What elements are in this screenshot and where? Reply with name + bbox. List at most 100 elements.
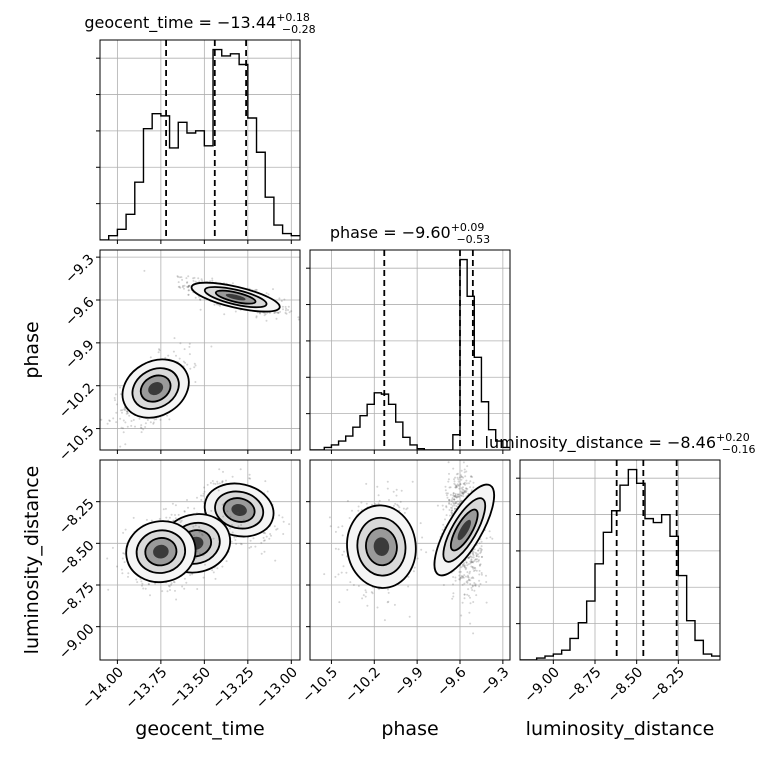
scatter-point: [158, 517, 161, 520]
scatter-point: [480, 540, 483, 543]
tick-label-x-phase: −9.9: [391, 664, 426, 699]
scatter-point: [463, 565, 466, 568]
scatter-point: [189, 530, 192, 533]
scatter-point: [447, 478, 450, 481]
scatter-point: [237, 511, 239, 514]
tick-label-y-luminosity_distance: −8.50: [56, 538, 98, 580]
scatter-point: [202, 492, 205, 495]
tick-label-y-luminosity_distance: −8.25: [56, 496, 98, 538]
scatter-point: [461, 488, 464, 491]
scatter-point: [223, 313, 226, 316]
title-value: luminosity_distance = −8.46: [485, 433, 716, 453]
scatter-point: [121, 572, 124, 575]
scatter-point: [187, 275, 190, 278]
scatter-point: [463, 491, 466, 494]
scatter-point: [189, 367, 192, 370]
tick-label-x-luminosity_distance: −8.25: [646, 664, 688, 706]
scatter-point: [468, 578, 470, 581]
scatter-point: [454, 494, 457, 497]
scatter-point: [189, 574, 192, 576]
scatter-point: [180, 276, 183, 279]
scatter-point: [459, 483, 462, 486]
scatter-point: [454, 579, 457, 582]
scatter-point: [212, 482, 215, 485]
scatter-point: [451, 507, 454, 509]
scatter-point: [442, 523, 445, 526]
scatter-point: [192, 525, 195, 528]
scatter-point: [279, 310, 282, 313]
scatter-point: [420, 548, 423, 551]
scatter-point: [132, 516, 135, 519]
scatter-point: [448, 472, 450, 475]
scatter-point: [478, 547, 481, 550]
scatter-point: [119, 386, 121, 389]
scatter-point: [199, 298, 201, 301]
scatter-point: [194, 381, 197, 383]
scatter-points: [323, 461, 496, 635]
scatter-point: [465, 567, 468, 569]
scatter-point: [192, 277, 195, 280]
scatter-point: [121, 557, 124, 560]
scatter-point: [392, 490, 395, 493]
scatter-point: [406, 507, 409, 510]
scatter-point: [452, 492, 455, 495]
contour-level-0: [433, 483, 496, 577]
scatter-point: [201, 534, 204, 537]
scatter-point: [183, 287, 185, 290]
scatter-point: [337, 526, 340, 529]
scatter-point: [125, 410, 128, 413]
scatter-point: [115, 421, 118, 424]
scatter-point: [480, 573, 483, 576]
scatter-point: [186, 281, 188, 284]
tick-label-y-luminosity_distance: −9.00: [56, 621, 98, 663]
scatter-point: [370, 591, 373, 594]
scatter-point: [258, 311, 261, 314]
scatter-point: [197, 277, 200, 280]
scatter-point: [270, 534, 272, 537]
contour-level-1: [135, 529, 187, 574]
scatter-point: [263, 531, 266, 534]
scatter-point: [471, 566, 474, 569]
scatter-point: [469, 622, 472, 625]
scatter-point: [475, 553, 478, 556]
scatter-point: [235, 535, 238, 538]
contour-level-2: [139, 374, 172, 403]
scatter-point: [474, 551, 477, 554]
scatter-point: [452, 492, 455, 495]
scatter-point: [464, 481, 466, 484]
scatter-point: [471, 566, 474, 568]
axis-label-y-luminosity_distance: luminosity_distance: [21, 466, 43, 655]
scatter-point: [186, 281, 189, 284]
scatter-point: [441, 504, 444, 507]
scatter-point: [194, 513, 197, 516]
scatter-point: [478, 542, 481, 545]
scatter-point: [212, 537, 215, 540]
contour-level-1: [131, 367, 180, 410]
scatter-point: [444, 485, 447, 488]
scatter-point: [255, 316, 258, 319]
scatter-point: [473, 548, 476, 551]
scatter-point: [470, 565, 473, 568]
scatter-point: [461, 575, 464, 578]
scatter-point: [452, 502, 455, 505]
scatter-point: [455, 486, 458, 489]
scatter-point: [447, 498, 450, 501]
panel-geocent_time-vs-phase: −10.5−10.2 −9.9 −9.6 −9.3: [56, 249, 301, 465]
scatter-point: [200, 494, 203, 497]
scatter-point: [432, 549, 435, 552]
scatter-point: [187, 285, 190, 288]
scatter-point: [468, 611, 471, 614]
scatter-point: [178, 285, 181, 288]
scatter-point: [122, 419, 125, 422]
scatter-point: [450, 500, 453, 502]
scatter-point: [454, 494, 457, 497]
scatter-point: [108, 419, 111, 422]
scatter-point: [467, 588, 470, 591]
scatter-point: [177, 513, 180, 516]
scatter-point: [100, 418, 103, 421]
scatter-point: [174, 517, 177, 520]
scatter-point: [197, 295, 200, 298]
scatter-point: [216, 567, 219, 570]
title-geocent_time: geocent_time = −13.44+0.18 −0.28: [84, 11, 315, 36]
scatter-point: [451, 498, 454, 501]
